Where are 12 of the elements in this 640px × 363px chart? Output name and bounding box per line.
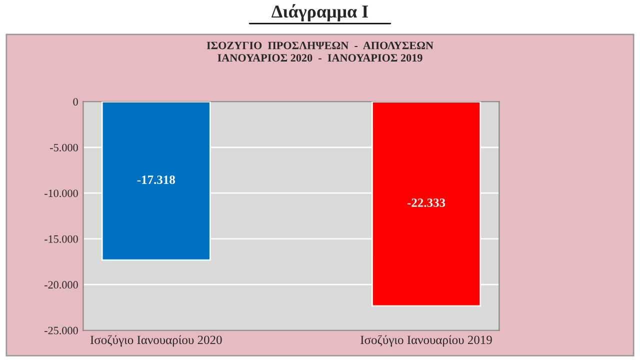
data-label: -17.318	[137, 176, 175, 184]
y-tick-label: -25.000	[44, 326, 78, 334]
y-tick-label: -15.000	[44, 235, 78, 243]
x-tick-label: Ισοζύγιο Ιανουαρίου 2019	[360, 335, 492, 347]
y-tick-label: -20.000	[44, 281, 78, 289]
chart-title: Διάγραμμα Ι	[272, 4, 368, 22]
x-tick-label: Ισοζύγιο Ιανουαρίου 2020	[90, 335, 222, 347]
chart-subtitle: ΙΣΟΖΥΓΙΟ ΠΡΟΣΛΗΨΕΩΝ - ΑΠΟΛΥΣΕΩΝ ΙΑΝΟΥΑΡΙΟΣ 2020 - ΙΑΝΟΥΑΡΙΟΣ 2019	[206, 42, 434, 62]
y-tick-label: 0	[73, 98, 78, 106]
y-tick-label: -5.000	[50, 144, 78, 152]
data-label: -22.333	[407, 198, 446, 207]
y-tick-label: -10.000	[44, 190, 78, 198]
